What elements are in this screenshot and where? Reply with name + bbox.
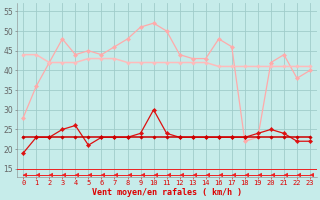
X-axis label: Vent moyen/en rafales ( km/h ): Vent moyen/en rafales ( km/h ) (92, 188, 242, 197)
